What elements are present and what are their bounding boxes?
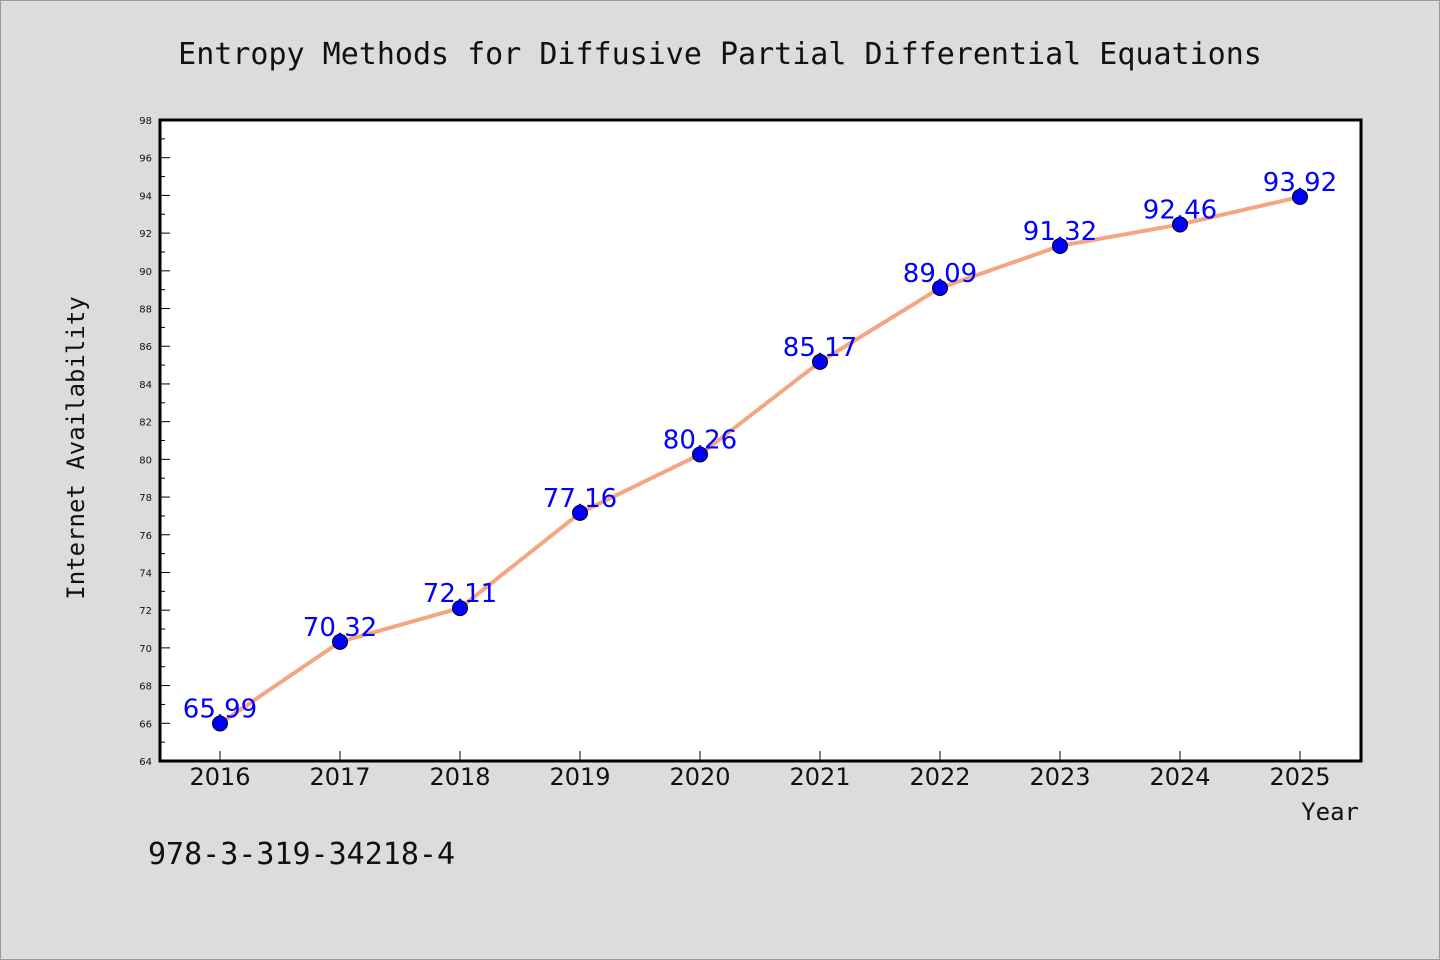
data-point-2019 [572,504,588,521]
data-label-2020: 80.26 [663,425,737,455]
data-point-2025 [1292,188,1308,205]
chart-title: Entropy Methods for Diffusive Partial Di… [178,37,1262,72]
x-tick-label: 2018 [429,763,490,791]
data-label-2025: 93.92 [1263,168,1337,198]
footnote-isbn: 978-3-319-34218-4 [148,837,455,872]
data-label-2022: 89.09 [903,259,977,289]
y-tick-label: 94 [139,191,152,202]
y-tick-label: 74 [139,568,152,579]
data-label-2023: 91.32 [1023,217,1097,247]
y-axis-label: Internet Availability [62,296,90,599]
y-tick-label: 88 [139,305,152,316]
y-tick-label: 78 [139,493,152,504]
data-labels: 65.99 70.32 72.11 77.16 80.26 85.17 89.09 91.32… [183,168,1337,725]
y-tick-label: 84 [139,380,152,391]
y-tick-label: 90 [139,267,152,278]
y-tick-label: 66 [139,719,152,730]
series-line [218,194,1302,726]
y-tick-label: 86 [139,342,152,353]
x-tick-label: 2022 [909,763,970,791]
x-axis-ticks [219,751,1301,761]
data-point-2022 [932,279,948,296]
data-point-2024 [1172,216,1188,233]
data-point-2017 [332,633,348,650]
x-axis-tick-labels: 2016 2017 2018 2019 2020 2021 2022 2023 2024 2025 [189,763,1330,791]
data-label-2016: 65.99 [183,694,257,724]
x-tick-label: 2024 [1149,763,1210,791]
y-axis-tick-labels: 64 66 68 70 72 74 76 78 80 82 84 86 88 90 92 94 96 98 [139,116,152,768]
y-tick-label: 70 [139,644,152,655]
y-tick-label: 82 [139,418,152,429]
x-tick-label: 2019 [549,763,610,791]
x-tick-label: 2021 [789,763,850,791]
data-point-2023 [1052,237,1068,254]
data-point-2020 [692,446,708,463]
x-tick-label: 2023 [1029,763,1090,791]
y-tick-label: 92 [139,229,152,240]
data-label-2024: 92.46 [1143,195,1217,225]
y-tick-label: 72 [139,606,152,617]
x-tick-label: 2017 [309,763,370,791]
x-tick-label: 2020 [669,763,730,791]
y-tick-label: 68 [139,682,152,693]
data-label-2018: 72.11 [423,579,497,609]
x-tick-label: 2025 [1269,763,1330,791]
data-label-2019: 77.16 [543,484,617,514]
y-tick-label: 80 [139,455,152,466]
data-label-2021: 85.17 [783,333,857,363]
y-tick-label: 76 [139,531,152,542]
y-tick-label: 96 [139,154,152,165]
y-axis-ticks [160,119,170,762]
x-axis-label: Year [1301,798,1359,826]
y-tick-label: 98 [139,116,152,127]
x-tick-label: 2016 [189,763,250,791]
data-label-2017: 70.32 [303,613,377,643]
data-point-2018 [452,600,468,617]
y-tick-label: 64 [139,757,152,768]
series-markers [212,188,1308,732]
data-point-2021 [812,353,828,370]
data-point-2016 [212,715,228,732]
